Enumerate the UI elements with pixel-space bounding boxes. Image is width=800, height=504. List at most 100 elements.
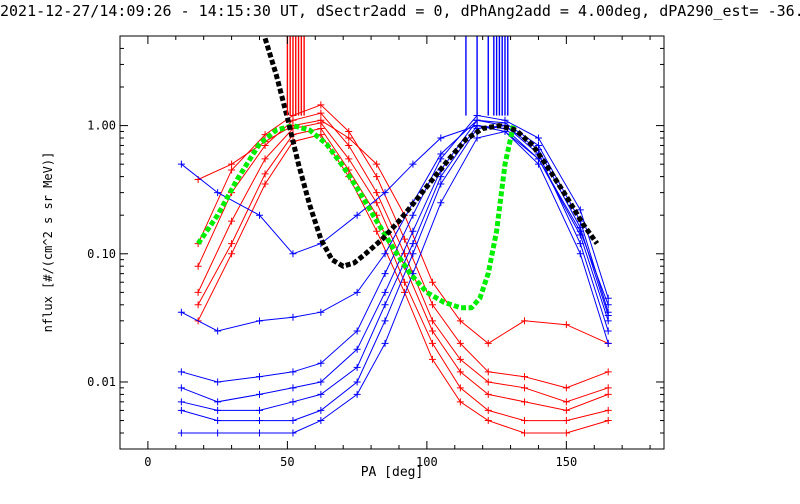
series-2-point bbox=[521, 417, 529, 425]
series-10-point bbox=[289, 398, 297, 406]
series-4-point bbox=[428, 355, 436, 363]
series-0-point bbox=[373, 199, 381, 207]
series-1-point bbox=[428, 317, 436, 325]
series-3-point bbox=[428, 301, 436, 309]
series-4-point bbox=[261, 180, 269, 188]
series-7 bbox=[177, 116, 612, 406]
data-layer bbox=[177, 36, 612, 437]
series-12-point bbox=[317, 308, 325, 316]
series-1-point bbox=[317, 109, 325, 117]
series-11-point bbox=[177, 160, 185, 168]
series-1-point bbox=[484, 378, 492, 386]
x-tick-label: 0 bbox=[144, 455, 151, 469]
series-12-point bbox=[255, 317, 263, 325]
series-0-point bbox=[562, 406, 570, 414]
series-5-point bbox=[521, 317, 529, 325]
series-1-point bbox=[345, 141, 353, 149]
series-2-point bbox=[456, 384, 464, 392]
series-8-point bbox=[255, 429, 263, 437]
series-1-line bbox=[197, 112, 609, 403]
series-8-point bbox=[604, 339, 612, 347]
series-6-point bbox=[353, 378, 361, 386]
series-12-point bbox=[353, 288, 361, 296]
series-2-point bbox=[484, 406, 492, 414]
series-11-point bbox=[289, 250, 297, 258]
series-0-point bbox=[456, 368, 464, 376]
series-8-point bbox=[317, 417, 325, 425]
series-4-point bbox=[373, 227, 381, 235]
series-5-point bbox=[373, 160, 381, 168]
series-7-point bbox=[177, 384, 185, 392]
series-10-point bbox=[353, 363, 361, 371]
series-12-point bbox=[437, 150, 445, 158]
axis-layer: 0 50 100 150 0.01 0.10 1.00 bbox=[87, 35, 664, 469]
series-10-point bbox=[317, 390, 325, 398]
series-2-point bbox=[194, 301, 202, 309]
series-1-point bbox=[604, 384, 612, 392]
series-4-line bbox=[197, 134, 609, 434]
series-0-point bbox=[521, 398, 529, 406]
series-10-point bbox=[409, 240, 417, 248]
series-12-point bbox=[214, 327, 222, 335]
series-11-line bbox=[181, 125, 609, 305]
series-4-point bbox=[604, 417, 612, 425]
series-3-point bbox=[401, 235, 409, 243]
series-5-point bbox=[428, 278, 436, 286]
series-4-point bbox=[521, 429, 529, 437]
plot-frame bbox=[119, 35, 665, 450]
series-11-point bbox=[437, 134, 445, 142]
series-10-point bbox=[255, 406, 263, 414]
series-9-point bbox=[381, 270, 389, 278]
series-3-point bbox=[317, 101, 325, 109]
series-3-point bbox=[373, 173, 381, 181]
y-tick-label: 0.01 bbox=[87, 375, 116, 389]
series-7-line bbox=[181, 119, 609, 403]
series-9-point bbox=[534, 134, 542, 142]
series-11-point bbox=[604, 301, 612, 309]
series-11-point bbox=[214, 189, 222, 197]
series-8-point bbox=[177, 429, 185, 437]
series-3-point bbox=[484, 368, 492, 376]
series-2-point bbox=[228, 240, 236, 248]
series-6-point bbox=[381, 317, 389, 325]
series-3-point bbox=[345, 127, 353, 135]
series-12-line bbox=[181, 119, 609, 332]
series-8-point bbox=[381, 339, 389, 347]
series-12-point bbox=[473, 116, 481, 124]
series-4-point bbox=[228, 250, 236, 258]
y-tick-label: 1.00 bbox=[87, 119, 116, 133]
series-3-point bbox=[521, 373, 529, 381]
series-8-point bbox=[214, 429, 222, 437]
series-8-point bbox=[353, 390, 361, 398]
series-6-point bbox=[177, 406, 185, 414]
series-6-point bbox=[409, 250, 417, 258]
series-8-point bbox=[576, 250, 584, 258]
series-9-point bbox=[255, 373, 263, 381]
series-0-point bbox=[194, 288, 202, 296]
series-1-point bbox=[194, 262, 202, 270]
series-0-point bbox=[428, 327, 436, 335]
series-7-point bbox=[289, 384, 297, 392]
series-8-point bbox=[473, 134, 481, 142]
series-7-point bbox=[381, 288, 389, 296]
series-9-point bbox=[289, 368, 297, 376]
series-7-point bbox=[409, 227, 417, 235]
series-1-point bbox=[456, 355, 464, 363]
series-10 bbox=[177, 122, 612, 414]
series-9-point bbox=[317, 359, 325, 367]
series-14 bbox=[262, 37, 600, 269]
series-8 bbox=[177, 127, 612, 437]
x-tick-label: 50 bbox=[280, 455, 294, 469]
series-15 bbox=[286, 36, 305, 116]
series-12-point bbox=[177, 308, 185, 316]
series-1-point bbox=[562, 398, 570, 406]
series-7-point bbox=[353, 345, 361, 353]
series-6-point bbox=[604, 327, 612, 335]
series-5-point bbox=[317, 116, 325, 124]
series-9 bbox=[177, 111, 612, 386]
series-7-point bbox=[214, 398, 222, 406]
series-4-point bbox=[484, 417, 492, 425]
series-5-line bbox=[197, 119, 609, 345]
